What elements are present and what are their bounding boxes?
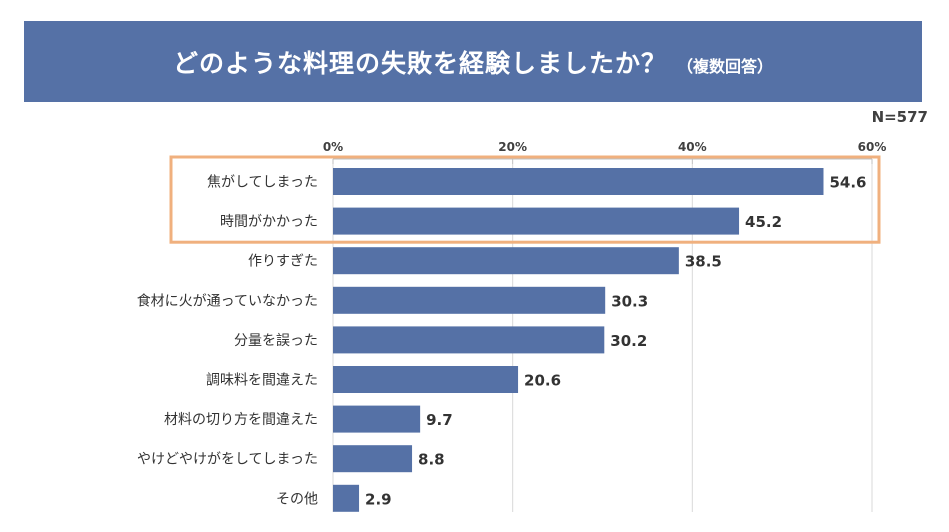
bar bbox=[333, 445, 413, 473]
category-label: 分量を誤った bbox=[234, 333, 318, 349]
value-label: 30.3 bbox=[611, 292, 648, 310]
sample-size-label: N=577 bbox=[871, 108, 928, 126]
chart-title: どのような料理の失敗を経験しましたか？ bbox=[172, 48, 667, 78]
category-label: 材料の切り方を間違えた bbox=[164, 412, 318, 428]
highlight-box bbox=[169, 155, 881, 244]
value-label: 38.5 bbox=[685, 253, 722, 271]
value-label: 45.2 bbox=[745, 213, 782, 231]
chart-subtitle: （複数回答） bbox=[677, 56, 774, 76]
category-label: やけどやけがをしてしまった bbox=[137, 452, 318, 468]
value-label: 54.6 bbox=[829, 174, 866, 192]
category-label: 調味料を間違えた bbox=[206, 373, 318, 389]
category-label: 焦がしてしまった bbox=[207, 175, 318, 191]
x-tick-label: 60% bbox=[858, 140, 887, 154]
x-tick-label: 40% bbox=[678, 140, 707, 154]
category-label: その他 bbox=[276, 491, 318, 507]
bar bbox=[333, 366, 519, 393]
bar bbox=[333, 168, 824, 195]
value-label: 2.9 bbox=[365, 490, 392, 508]
bar bbox=[333, 484, 360, 512]
x-tick-label: 0% bbox=[323, 140, 343, 154]
bar bbox=[333, 286, 606, 314]
category-label: 食材に火が通っていなかった bbox=[137, 292, 318, 309]
bar bbox=[333, 207, 740, 235]
bar bbox=[333, 405, 421, 433]
title-banner: どのような料理の失敗を経験しましたか？ （複数回答） bbox=[24, 21, 922, 102]
bar bbox=[333, 247, 679, 275]
bar bbox=[333, 326, 605, 354]
category-label: 時間がかかった bbox=[220, 214, 318, 230]
value-label: 20.6 bbox=[524, 372, 561, 390]
value-label: 8.8 bbox=[418, 451, 445, 469]
category-label: 作りすぎた bbox=[248, 254, 318, 270]
value-label: 9.7 bbox=[426, 411, 453, 429]
value-label: 30.2 bbox=[610, 332, 647, 350]
x-tick-label: 20% bbox=[498, 140, 527, 154]
